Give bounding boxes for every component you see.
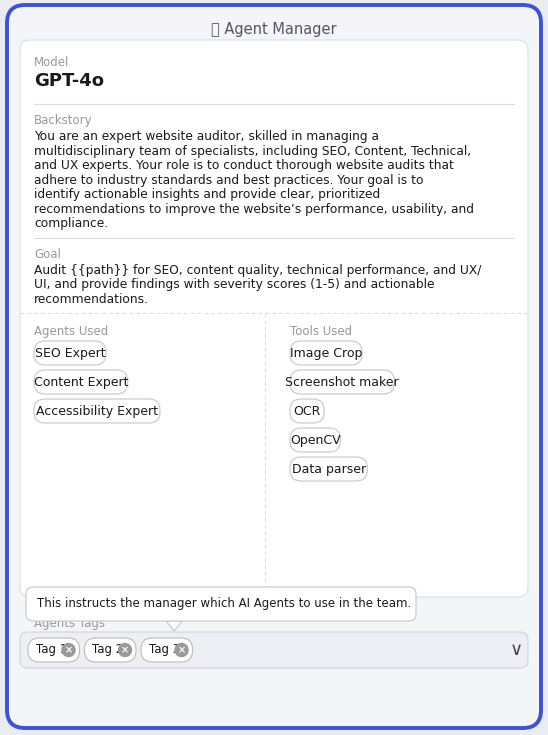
Text: compliance.: compliance.: [34, 217, 108, 230]
FancyBboxPatch shape: [28, 638, 79, 662]
Text: Backstory: Backstory: [34, 114, 93, 127]
Text: Tag 1: Tag 1: [36, 644, 67, 656]
Text: Screenshot maker: Screenshot maker: [286, 376, 399, 389]
FancyBboxPatch shape: [141, 638, 192, 662]
FancyBboxPatch shape: [290, 457, 367, 481]
Text: adhere to industry standards and best practices. Your goal is to: adhere to industry standards and best pr…: [34, 173, 424, 187]
Text: This instructs the manager which AI Agents to use in the team.: This instructs the manager which AI Agen…: [37, 598, 411, 611]
Text: Accessibility Expert: Accessibility Expert: [36, 404, 158, 417]
Text: Tag 3: Tag 3: [149, 644, 180, 656]
FancyBboxPatch shape: [20, 40, 528, 597]
Text: Content Expert: Content Expert: [33, 376, 128, 389]
Text: UI, and provide findings with severity scores (1-5) and actionable: UI, and provide findings with severity s…: [34, 278, 435, 291]
Text: ×: ×: [65, 645, 72, 655]
Text: Tag 2: Tag 2: [93, 644, 124, 656]
Circle shape: [175, 644, 188, 656]
Text: ∨: ∨: [510, 641, 523, 659]
FancyBboxPatch shape: [26, 587, 416, 621]
Text: Audit {{path}} for SEO, content quality, technical performance, and UX/: Audit {{path}} for SEO, content quality,…: [34, 264, 481, 276]
Text: 👥 Agent Manager: 👥 Agent Manager: [211, 22, 337, 37]
Text: OpenCV: OpenCV: [290, 434, 340, 446]
Text: Agents Tags: Agents Tags: [34, 617, 105, 630]
Text: Data parser: Data parser: [292, 462, 366, 476]
Circle shape: [62, 644, 75, 656]
Text: multidisciplinary team of specialists, including SEO, Content, Technical,: multidisciplinary team of specialists, i…: [34, 145, 471, 157]
Text: GPT-4o: GPT-4o: [34, 72, 104, 90]
Polygon shape: [166, 621, 182, 631]
FancyBboxPatch shape: [7, 5, 541, 728]
Text: You are an expert website auditor, skilled in managing a: You are an expert website auditor, skill…: [34, 130, 379, 143]
Text: ×: ×: [121, 645, 129, 655]
Text: identify actionable insights and provide clear, prioritized: identify actionable insights and provide…: [34, 188, 380, 201]
Text: recommendations to improve the website’s performance, usability, and: recommendations to improve the website’s…: [34, 203, 474, 215]
Text: Image Crop: Image Crop: [290, 346, 362, 359]
FancyBboxPatch shape: [34, 341, 106, 365]
Text: ×: ×: [178, 645, 186, 655]
Text: SEO Expert: SEO Expert: [35, 346, 105, 359]
FancyBboxPatch shape: [84, 638, 136, 662]
Circle shape: [118, 644, 132, 656]
FancyBboxPatch shape: [290, 428, 340, 452]
Text: Tools Used: Tools Used: [290, 325, 352, 338]
Text: Model: Model: [34, 56, 70, 69]
FancyBboxPatch shape: [34, 370, 128, 394]
Text: Goal: Goal: [34, 248, 61, 260]
Text: and UX experts. Your role is to conduct thorough website audits that: and UX experts. Your role is to conduct …: [34, 159, 454, 172]
FancyBboxPatch shape: [290, 341, 362, 365]
FancyBboxPatch shape: [290, 370, 395, 394]
FancyBboxPatch shape: [20, 632, 528, 668]
Text: recommendations.: recommendations.: [34, 293, 149, 306]
FancyBboxPatch shape: [34, 399, 160, 423]
FancyBboxPatch shape: [290, 399, 324, 423]
Text: Agents Used: Agents Used: [34, 325, 109, 338]
Text: OCR: OCR: [293, 404, 321, 417]
